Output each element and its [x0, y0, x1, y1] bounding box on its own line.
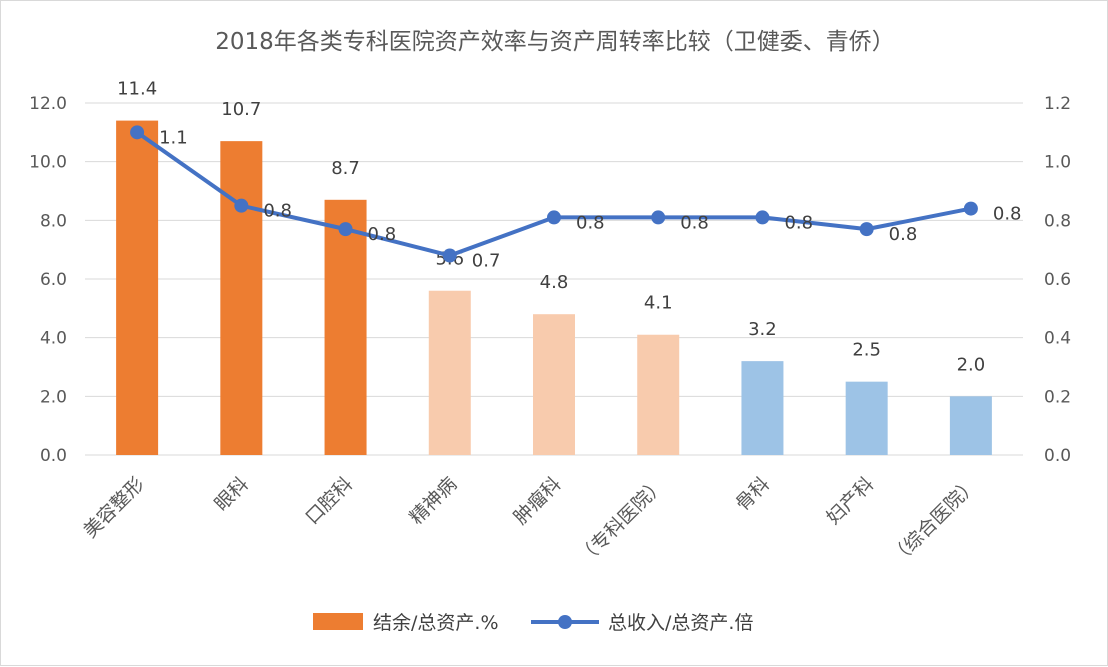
bar-data-label: 10.7 [221, 99, 261, 120]
category-label: （专科医院） [574, 473, 670, 569]
category-label: 肿瘤科 [510, 473, 566, 529]
bar-data-label: 2.5 [852, 340, 881, 361]
y-left-tick-label: 12.0 [29, 94, 67, 114]
chart-title: 2018年各类专科医院资产效率与资产周转率比较（卫健委、青侨） [215, 29, 895, 55]
line-data-label: 0.8 [263, 201, 292, 222]
y-right-tick-label: 1.0 [1044, 153, 1071, 173]
y-right-tick-label: 1.2 [1044, 94, 1071, 114]
category-label: 美容整形 [79, 473, 148, 542]
y-left-tick-label: 6.0 [40, 270, 67, 290]
line-point [338, 222, 353, 237]
bar [533, 314, 575, 455]
line-data-label: 0.8 [368, 224, 397, 245]
bar-data-label: 2.0 [957, 354, 986, 375]
category-label: 眼科 [210, 473, 252, 515]
category-label: 妇产科 [822, 473, 878, 529]
y-right-tick-label: 0.4 [1044, 329, 1071, 349]
legend-line-marker [558, 615, 572, 629]
legend-bar-swatch [313, 613, 363, 630]
bar [116, 120, 159, 455]
line-point [547, 210, 561, 225]
line-data-label: 1.1 [159, 127, 188, 148]
y-right-tick-label: 0.8 [1044, 211, 1071, 231]
line-point [234, 198, 249, 213]
y-axis-left: 0.0 2.0 4.0 6.0 8.0 10.0 12.0 [29, 94, 67, 466]
line-data-label: 0.8 [680, 212, 709, 233]
bar [845, 381, 888, 455]
line-data-label: 0.7 [472, 251, 501, 272]
line-point [130, 125, 145, 140]
x-axis-categories: 美容整形 眼科 口腔科 精神病 肿瘤科 （专科医院） 骨科 妇产科 （综合医院） [79, 473, 982, 569]
line-point [859, 222, 874, 237]
bar [220, 141, 263, 455]
bar-data-label: 4.8 [540, 272, 569, 293]
y-right-tick-label: 0.6 [1044, 270, 1071, 290]
bar [324, 199, 367, 455]
y-right-tick-label: 0.2 [1044, 387, 1071, 407]
legend-bar-label: 结余/总资产.% [373, 612, 499, 634]
y-left-tick-label: 4.0 [40, 329, 67, 349]
line-point [963, 201, 978, 216]
bar [428, 290, 471, 455]
category-label: （综合医院） [886, 473, 982, 569]
bar [741, 361, 784, 455]
y-right-tick-label: 0.0 [1044, 446, 1071, 466]
line-point [442, 248, 457, 263]
y-left-tick-label: 0.0 [40, 446, 67, 466]
line-data-label: 0.8 [993, 204, 1022, 225]
category-label: 骨科 [732, 473, 774, 515]
legend: 结余/总资产.% 总收入/总资产.倍 [313, 612, 753, 634]
category-label: 精神病 [405, 473, 461, 529]
y-axis-right: 0.0 0.2 0.4 0.6 0.8 1.0 1.2 [1044, 94, 1071, 466]
y-left-tick-label: 2.0 [40, 387, 67, 407]
bar-data-label: 8.7 [331, 158, 360, 179]
bar-data-label: 3.2 [748, 319, 777, 340]
line-data-label: 0.8 [889, 224, 918, 245]
bar [949, 396, 992, 455]
line-point [651, 210, 666, 225]
line-data-label: 0.8 [576, 212, 605, 233]
line-series [130, 125, 978, 263]
line-data-labels: 1.1 0.8 0.8 0.7 0.8 0.8 0.8 0.8 0.8 [159, 127, 1021, 271]
bar-data-label: 4.1 [644, 293, 673, 314]
category-label: 口腔科 [301, 473, 357, 529]
y-left-tick-label: 10.0 [29, 153, 67, 173]
bar-data-label: 11.4 [117, 79, 157, 100]
bar-data-labels: 11.410.78.75.64.84.13.22.52.0 [117, 79, 985, 376]
line-point [755, 210, 770, 225]
bar [637, 334, 680, 455]
line-data-label: 0.8 [784, 212, 813, 233]
legend-line-label: 总收入/总资产.倍 [608, 612, 753, 634]
y-left-tick-label: 8.0 [40, 211, 67, 231]
